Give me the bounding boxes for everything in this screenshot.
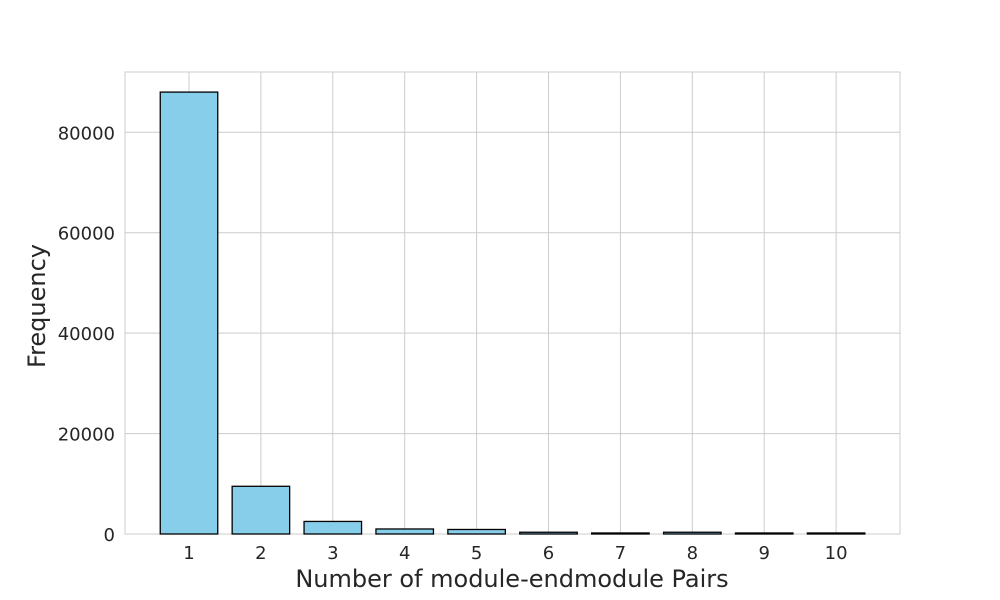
bar-9 bbox=[734, 532, 794, 535]
x-tick-label: 1 bbox=[183, 543, 194, 564]
y-axis-label: Frequency bbox=[23, 244, 51, 368]
y-tick-labels: 0 20000 40000 60000 80000 bbox=[58, 123, 115, 546]
bar-1 bbox=[159, 91, 219, 535]
x-tick-label: 9 bbox=[758, 543, 769, 564]
bar-2 bbox=[231, 485, 291, 535]
bar-4 bbox=[375, 528, 435, 535]
bar-3 bbox=[303, 520, 363, 535]
bar-8 bbox=[662, 531, 722, 535]
x-axis-label: Number of module-endmodule Pairs bbox=[295, 565, 728, 593]
x-tick-label: 2 bbox=[255, 543, 266, 564]
y-tick-label: 60000 bbox=[58, 224, 115, 245]
bar-6 bbox=[519, 531, 578, 535]
x-tick-label: 4 bbox=[399, 543, 410, 564]
plot-frame bbox=[124, 71, 901, 535]
x-tick-labels: 1 2 3 4 5 6 7 8 9 10 bbox=[183, 543, 847, 564]
x-tick-label: 6 bbox=[543, 543, 554, 564]
y-tick-label: 20000 bbox=[58, 425, 115, 446]
x-tick-label: 7 bbox=[615, 543, 626, 564]
x-tick-label: 8 bbox=[687, 543, 698, 564]
x-tick-label: 3 bbox=[327, 543, 338, 564]
x-tick-label: 5 bbox=[471, 543, 482, 564]
grid bbox=[125, 72, 900, 535]
y-tick-label: 40000 bbox=[58, 324, 115, 345]
bar-5 bbox=[447, 528, 507, 535]
y-tick-label: 80000 bbox=[58, 123, 115, 144]
y-tick-label: 0 bbox=[104, 525, 115, 546]
bars bbox=[159, 91, 866, 535]
x-tick-label: 10 bbox=[825, 543, 848, 564]
bar-7 bbox=[591, 532, 650, 535]
bar-10 bbox=[806, 532, 866, 535]
